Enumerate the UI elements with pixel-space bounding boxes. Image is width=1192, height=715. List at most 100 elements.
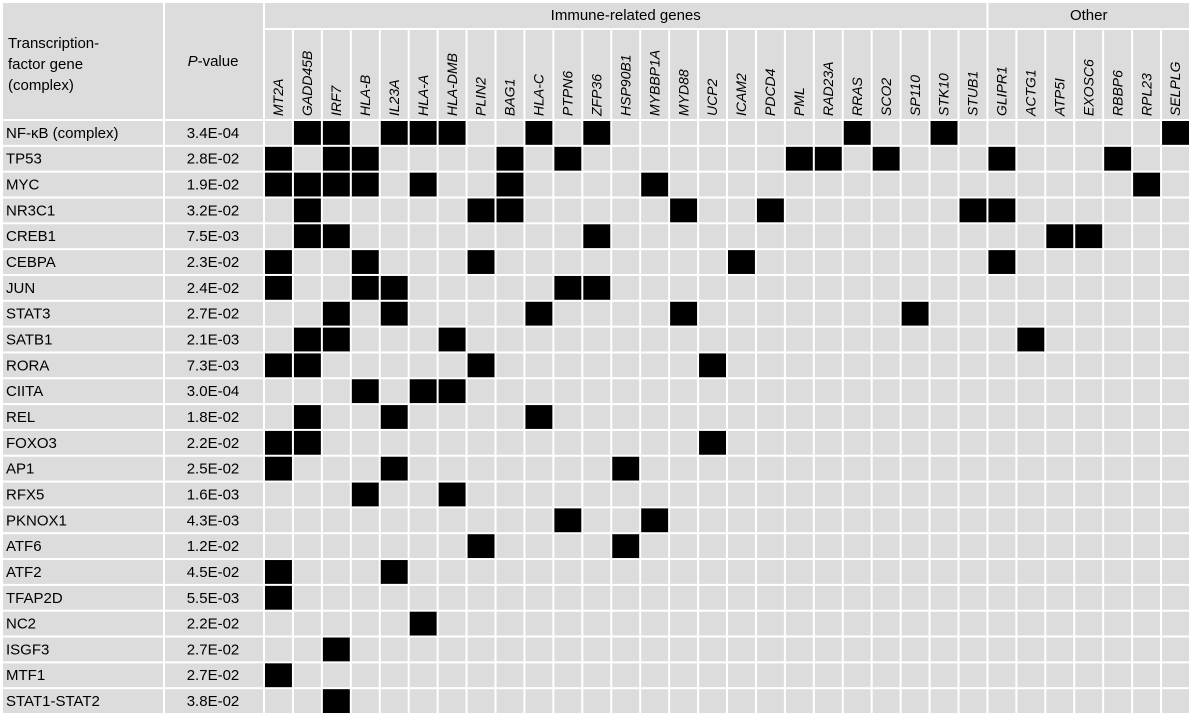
matrix-cell [1017,198,1045,223]
matrix-cell [293,198,321,223]
row-label-cell [3,301,163,326]
matrix-cell [872,456,900,481]
matrix-cell [380,353,408,378]
gene-header-cell [1046,30,1074,119]
matrix-cell [641,379,669,404]
matrix-cell [265,689,292,713]
matrix-cell [265,585,292,610]
matrix-cell [467,430,495,455]
matrix-cell [583,456,611,481]
matrix-cell [728,198,755,223]
matrix-cell [1162,301,1189,326]
matrix-cell [467,146,495,171]
pvalue-cell [165,456,263,481]
matrix-cell [901,250,929,274]
matrix-cell [843,637,871,662]
matrix-cell [438,482,466,507]
matrix-cell [380,301,408,326]
matrix-cell [293,172,321,197]
matrix-cell [265,198,292,223]
matrix-cell [293,275,321,300]
tf-name: CEBPA [6,254,56,271]
matrix-cell [1104,353,1132,378]
matrix-cell [728,430,755,455]
matrix-cell [1133,560,1161,584]
matrix-cell [583,482,611,507]
matrix-cell [583,301,611,326]
matrix-cell [612,456,640,481]
matrix-cell [1075,508,1103,533]
pvalue-cell [165,198,263,223]
matrix-cell [265,224,292,249]
matrix-cell [496,250,524,274]
tf-name: AP1 [6,461,34,478]
matrix-cell [872,405,900,429]
matrix-cell [756,250,784,274]
matrix-cell [1133,689,1161,713]
row-label-cell [3,508,163,533]
matrix-cell [265,637,292,662]
matrix-cell [554,121,582,145]
tf-name: TP53 [6,151,42,168]
matrix-cell [843,146,871,171]
matrix-cell [496,275,524,300]
matrix-cell [1133,275,1161,300]
gene-name: MYD88 [675,69,691,116]
matrix-cell [872,482,900,507]
p-value: 2.7E-02 [187,667,240,684]
matrix-cell [380,327,408,352]
matrix-cell [1046,172,1074,197]
matrix-cell [1075,327,1103,352]
matrix-cell [814,456,842,481]
header-cell [3,3,163,119]
matrix-cell [901,430,929,455]
matrix-cell [670,560,698,584]
matrix-cell [467,508,495,533]
matrix-cell [785,172,813,197]
matrix-cell [293,327,321,352]
matrix-cell [293,224,321,249]
matrix-cell [988,198,1016,223]
pvalue-cell [165,146,263,171]
matrix-cell [785,146,813,171]
matrix-cell [641,611,669,636]
matrix-cell [872,198,900,223]
matrix-cell [641,405,669,429]
matrix-cell [293,430,321,455]
matrix-cell [699,611,726,636]
matrix-cell [756,637,784,662]
matrix-cell [1017,353,1045,378]
matrix-cell [1046,301,1074,326]
matrix-cell [1104,663,1132,688]
matrix-cell [670,405,698,429]
matrix-cell [1133,379,1161,404]
matrix-cell [322,534,350,559]
matrix-cell [438,327,466,352]
matrix-cell [525,224,553,249]
matrix-cell [1046,689,1074,713]
matrix-cell [322,456,350,481]
matrix-cell [930,379,958,404]
matrix-cell [496,327,524,352]
tf-name: PKNOX1 [6,512,67,529]
matrix-cell [265,275,292,300]
matrix-cell [901,198,929,223]
p-value: 5.5E-03 [187,590,240,607]
matrix-cell [1104,172,1132,197]
gene-name: HLA-DMB [444,53,460,116]
matrix-cell [785,224,813,249]
matrix-cell [554,327,582,352]
matrix-cell [1046,611,1074,636]
matrix-cell [380,637,408,662]
matrix-cell [670,379,698,404]
group-header-cell [265,3,987,28]
matrix-cell [1162,250,1189,274]
matrix-cell [1133,456,1161,481]
matrix-cell [728,353,755,378]
matrix-cell [1046,379,1074,404]
matrix-cell [293,121,321,145]
matrix-cell [612,172,640,197]
row-label-cell [3,146,163,171]
p-value: 3.4E-04 [187,125,240,142]
gene-header-cell [988,30,1016,119]
